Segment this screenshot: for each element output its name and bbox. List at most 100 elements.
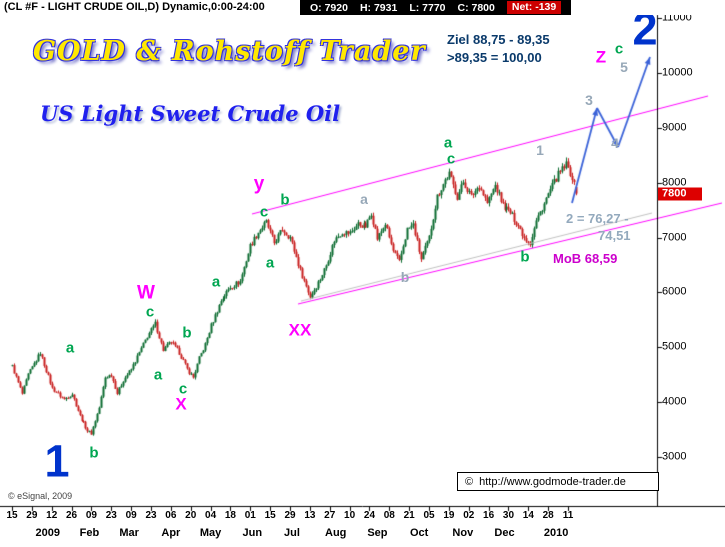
- x-axis-month-label: 2009: [35, 527, 60, 539]
- wave-label-b: b: [182, 324, 192, 342]
- chart-annotation: 2 = 76,27 -: [566, 211, 629, 226]
- wave-label-c: c: [259, 203, 269, 221]
- x-axis-month-label: Sep: [367, 527, 388, 539]
- wave-label-a: a: [65, 339, 75, 357]
- x-axis-month-label: May: [199, 527, 222, 539]
- wave-label-c: c: [446, 150, 456, 168]
- x-axis-day-label: 19: [443, 510, 455, 521]
- x-axis-day-label: 23: [145, 510, 157, 521]
- title-bar: (CL #F - LIGHT CRUDE OIL,D) Dynamic,0:00…: [0, 0, 725, 15]
- wave-label-b: b: [400, 269, 410, 285]
- chart-annotation: >89,35 = 100,00: [447, 50, 542, 65]
- y-axis-tick-label: 6000: [662, 285, 687, 298]
- x-axis-day-label: 27: [324, 510, 336, 521]
- x-axis-month-label: Jun: [242, 527, 263, 539]
- quote-close: C: 7800: [457, 1, 495, 14]
- wave-label-a: a: [265, 254, 275, 272]
- source-url-text[interactable]: http://www.godmode-trader.de: [479, 475, 626, 488]
- x-axis-month-label: Jul: [284, 527, 300, 539]
- x-axis-day-label: 13: [304, 510, 316, 521]
- wave-label-w: W: [137, 282, 155, 304]
- wave-label-3: 3: [585, 92, 593, 108]
- x-axis-day-label: 02: [463, 510, 475, 521]
- current-price-badge: 7800: [658, 187, 702, 201]
- wave-label-c: c: [614, 40, 624, 58]
- x-axis-day-label: 09: [85, 510, 97, 521]
- x-axis-day-label: 12: [46, 510, 58, 521]
- wave-label-b: b: [280, 191, 290, 209]
- y-axis-tick-label: 9000: [662, 121, 687, 134]
- wave-label-5: 5: [620, 59, 628, 75]
- x-axis-day-label: 15: [6, 510, 18, 521]
- quote-strip: O: 7920 H: 7931 L: 7770 C: 7800 Net: -13…: [300, 0, 572, 15]
- x-axis-day-label: 04: [205, 510, 217, 521]
- chart-subtitle: US Light Sweet Crude Oil: [40, 101, 341, 126]
- x-axis-month-label: Nov: [452, 527, 474, 539]
- wave-label-c: c: [145, 303, 155, 321]
- wave-label-1: 1: [44, 435, 70, 487]
- symbol-title: (CL #F - LIGHT CRUDE OIL,D) Dynamic,0:00…: [4, 1, 265, 13]
- x-axis-day-label: 18: [224, 510, 236, 521]
- x-axis-month-label: Apr: [161, 527, 181, 539]
- y-axis-tick-label: 11000: [662, 11, 692, 24]
- wave-label-1: 1: [536, 142, 544, 158]
- x-axis-day-label: 06: [165, 510, 177, 521]
- y-axis-tick-label: 10000: [662, 66, 693, 79]
- x-axis-day-label: 20: [185, 510, 197, 521]
- quote-net-badge: Net: -139: [506, 1, 562, 14]
- x-axis-month-label: Dec: [494, 527, 515, 539]
- copyright-icon: ©: [465, 475, 474, 488]
- wave-label-b: b: [89, 444, 99, 462]
- x-axis-day-label: 23: [105, 510, 117, 521]
- x-axis-month-label: 2010: [543, 527, 569, 539]
- chart-annotation: 74,51: [598, 228, 631, 243]
- wave-label-a: a: [360, 191, 368, 207]
- chart-annotation: MoB 68,59: [553, 251, 618, 266]
- y-axis-tick-label: 3000: [662, 450, 687, 463]
- quote-open: O: 7920: [310, 1, 348, 14]
- wave-label-a: a: [153, 366, 163, 384]
- x-axis-day-label: 10: [344, 510, 356, 521]
- esignal-watermark: © eSignal, 2009: [8, 491, 73, 501]
- x-axis-day-label: 14: [522, 510, 534, 521]
- wave-label-y: y: [253, 173, 265, 195]
- wave-label-b: b: [520, 248, 530, 266]
- x-axis-day-label: 29: [26, 510, 38, 521]
- y-axis-tick-label: 4000: [662, 395, 687, 408]
- x-axis-day-label: 30: [502, 510, 515, 521]
- x-axis-day-label: 15: [264, 510, 276, 521]
- x-axis-day-label: 05: [423, 510, 435, 521]
- brand-watermark-title: GOLD & Rohstoff Trader: [33, 36, 426, 67]
- chart-annotation: Ziel 88,75 - 89,35: [447, 32, 550, 47]
- wave-label-a: a: [443, 134, 453, 152]
- x-axis-day-label: 24: [363, 510, 376, 521]
- x-axis-day-label: 16: [483, 510, 495, 521]
- wave-label-4: 4: [611, 135, 619, 151]
- x-axis-day-label: 09: [125, 510, 137, 521]
- x-axis-day-label: 29: [284, 510, 296, 521]
- wave-label-z: Z: [595, 47, 607, 67]
- x-axis-day-label: 21: [403, 510, 415, 521]
- y-axis-tick-label: 7000: [662, 231, 687, 243]
- wave-label-a: a: [211, 273, 221, 291]
- quote-low: L: 7770: [409, 1, 446, 14]
- x-axis-day-label: 26: [66, 510, 78, 521]
- x-axis-month-label: Mar: [119, 527, 139, 539]
- wave-label-c: c: [178, 380, 188, 398]
- y-axis-tick-label: 5000: [662, 340, 687, 353]
- x-axis-day-label: 11: [562, 510, 574, 521]
- source-url-box: © http://www.godmode-trader.de: [457, 472, 659, 491]
- x-axis-day-label: 01: [244, 510, 256, 521]
- wave-label-x: X: [175, 394, 187, 414]
- quote-high: H: 7931: [359, 1, 398, 14]
- x-axis-month-label: Aug: [325, 527, 347, 539]
- x-axis-month-label: Oct: [409, 527, 429, 539]
- x-axis-day-label: 08: [383, 510, 395, 521]
- y-axis-tick-label: 8000: [662, 176, 687, 189]
- x-axis-month-label: Feb: [79, 527, 100, 539]
